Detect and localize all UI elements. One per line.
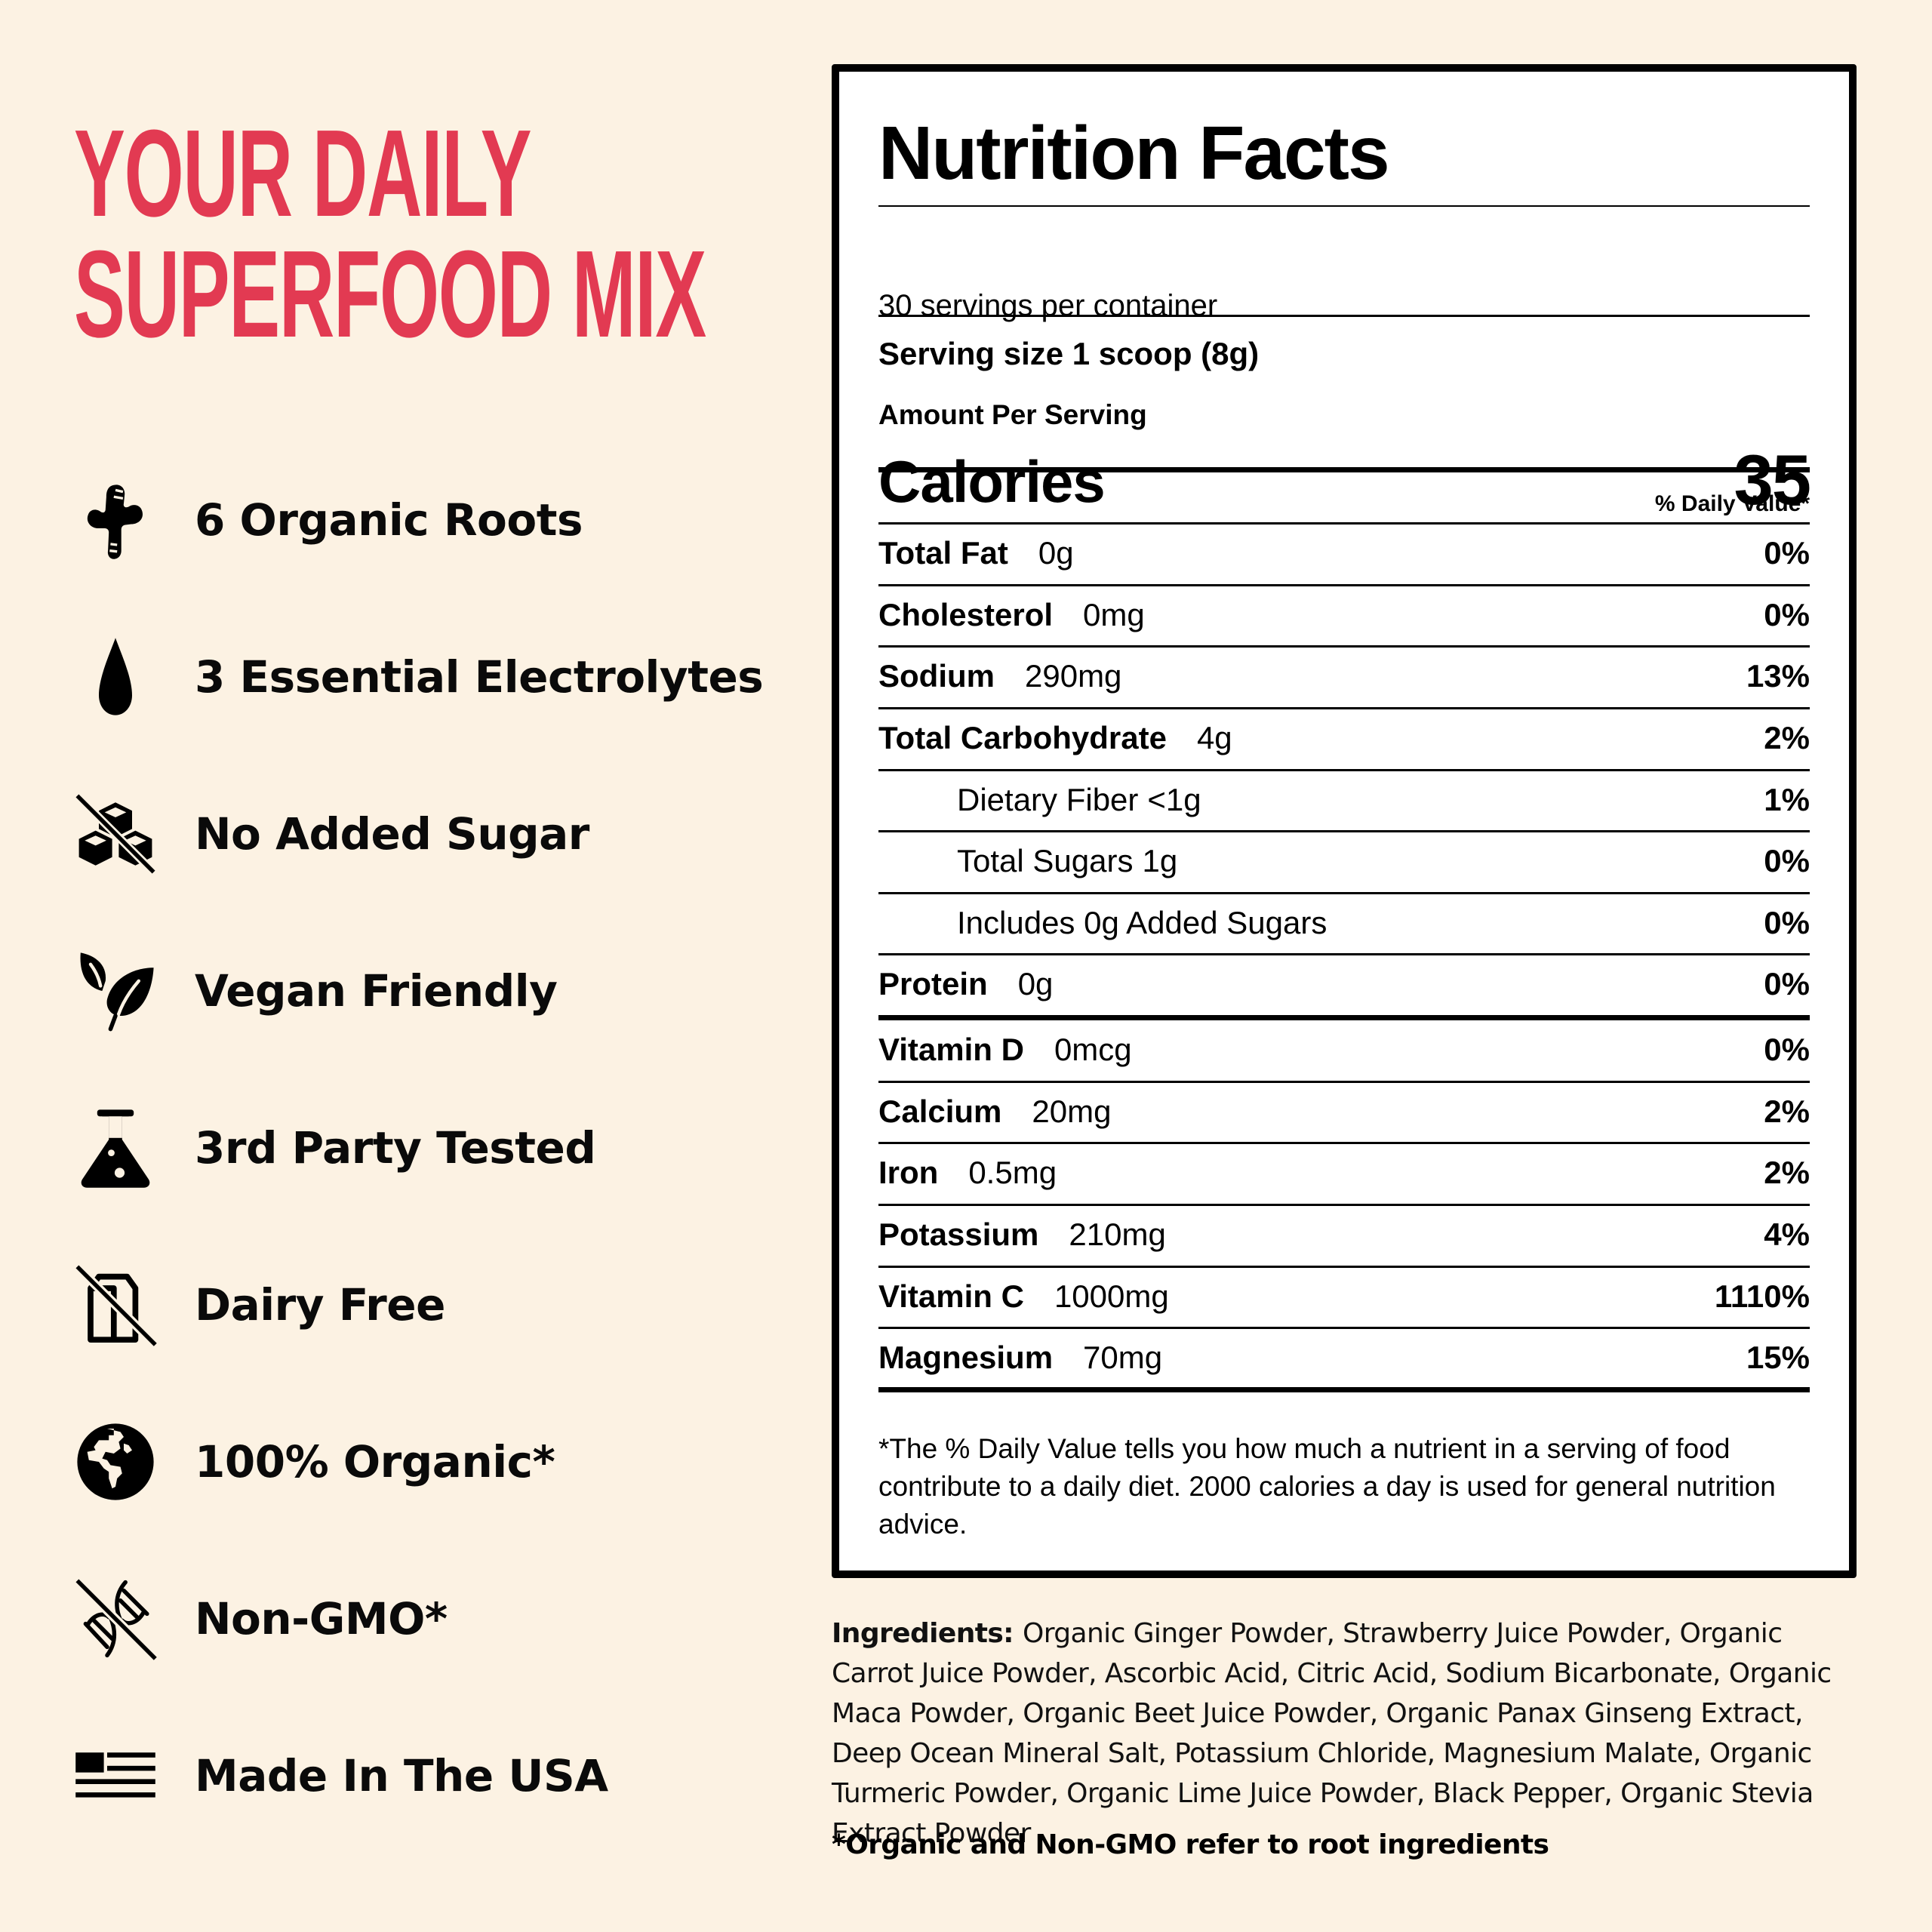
nutrient-row-total-fat: Total Fat 0g 0% bbox=[878, 535, 1810, 571]
nutrient-row-total-carbohydrate: Total Carbohydrate 4g 2% bbox=[878, 720, 1810, 755]
serving-size: Serving size 1 scoop (8g) bbox=[878, 336, 1260, 371]
feature-label: 6 Organic Roots bbox=[195, 494, 583, 546]
headline: YOUR DAILY SUPERFOOD MIX bbox=[74, 104, 706, 363]
nutrient-row-added-sugars: Includes 0g Added Sugars 0% bbox=[957, 905, 1810, 940]
ginger-root-icon bbox=[74, 478, 157, 561]
feature-label: Made In The USA bbox=[195, 1750, 608, 1801]
divider bbox=[878, 953, 1810, 955]
divider bbox=[878, 892, 1810, 894]
leaves-icon bbox=[74, 949, 157, 1032]
nutrient-row-sodium: Sodium 290mg 13% bbox=[878, 658, 1810, 694]
headline-line-2: SUPERFOOD MIX bbox=[74, 225, 706, 363]
no-sugar-cubes-icon bbox=[74, 792, 157, 875]
feature-label: Non-GMO* bbox=[195, 1593, 448, 1644]
usa-flag-icon bbox=[74, 1734, 157, 1817]
nutrient-row-magnesium: Magnesium 70mg 15% bbox=[878, 1340, 1810, 1375]
feature-organic-roots: 6 Organic Roots bbox=[74, 441, 753, 598]
daily-value-footnote: *The % Daily Value tells you how much a … bbox=[878, 1433, 1776, 1540]
feature-label: 100% Organic* bbox=[195, 1436, 555, 1487]
headline-line-1: YOUR DAILY bbox=[74, 104, 532, 242]
divider bbox=[878, 584, 1810, 586]
feature-made-in-usa: Made In The USA bbox=[74, 1697, 753, 1854]
thick-divider bbox=[878, 1015, 1810, 1020]
globe-icon bbox=[74, 1420, 157, 1503]
divider bbox=[878, 522, 1810, 525]
nutrient-row-vitamin-c: Vitamin C 1000mg 1110% bbox=[878, 1278, 1810, 1314]
nutrient-row-cholesterol: Cholesterol 0mg 0% bbox=[878, 597, 1810, 632]
no-dna-icon bbox=[74, 1577, 157, 1660]
nutrient-row-total-sugars: Total Sugars 1g 0% bbox=[957, 843, 1810, 878]
ingredients-text: Organic Ginger Powder, Strawberry Juice … bbox=[832, 1618, 1832, 1849]
divider bbox=[878, 1081, 1810, 1083]
nutrition-facts-panel: Nutrition Facts 30 servings per containe… bbox=[832, 64, 1857, 1578]
divider bbox=[878, 769, 1810, 771]
nutrient-row-iron: Iron 0.5mg 2% bbox=[878, 1155, 1810, 1190]
thick-divider bbox=[878, 467, 1810, 472]
divider bbox=[878, 707, 1810, 709]
feature-list: 6 Organic Roots 3 Essential Electrolytes… bbox=[74, 441, 764, 1854]
calories-label: Calories bbox=[878, 448, 1106, 515]
calories-value: 35 bbox=[1734, 440, 1811, 519]
divider bbox=[878, 1204, 1810, 1206]
no-milk-carton-icon bbox=[74, 1263, 157, 1346]
nutrient-row-calcium: Calcium 20mg 2% bbox=[878, 1094, 1810, 1129]
divider bbox=[878, 830, 1810, 832]
organic-note: *Organic and Non-GMO refer to root ingre… bbox=[832, 1829, 1549, 1860]
feature-vegan: Vegan Friendly bbox=[74, 912, 753, 1069]
feature-dairy-free: Dairy Free bbox=[74, 1226, 753, 1383]
nutrition-facts-title: Nutrition Facts bbox=[878, 111, 1390, 195]
divider bbox=[878, 1266, 1810, 1268]
feature-organic: 100% Organic* bbox=[74, 1383, 753, 1540]
feature-label: 3 Essential Electrolytes bbox=[195, 651, 764, 703]
divider bbox=[878, 1327, 1810, 1329]
feature-no-added-sugar: No Added Sugar bbox=[74, 755, 753, 912]
nutrient-row-protein: Protein 0g 0% bbox=[878, 966, 1810, 1001]
divider bbox=[878, 645, 1810, 648]
feature-label: No Added Sugar bbox=[195, 808, 589, 860]
nutrient-row-vitamin-d: Vitamin D 0mcg 0% bbox=[878, 1032, 1810, 1067]
nutrient-row-potassium: Potassium 210mg 4% bbox=[878, 1217, 1810, 1252]
water-drop-icon bbox=[74, 635, 157, 718]
divider bbox=[878, 1142, 1810, 1144]
amount-per-serving: Amount Per Serving bbox=[878, 399, 1147, 430]
divider bbox=[878, 205, 1810, 207]
nutrient-row-dietary-fiber: Dietary Fiber <1g 1% bbox=[957, 782, 1810, 817]
feature-label: 3rd Party Tested bbox=[195, 1122, 596, 1174]
thick-divider bbox=[878, 1387, 1810, 1392]
ingredients-label: Ingredients: bbox=[832, 1618, 1014, 1649]
daily-value-header: % Daily Value* bbox=[1654, 491, 1810, 516]
feature-label: Vegan Friendly bbox=[195, 965, 558, 1017]
ingredients: Ingredients: Organic Ginger Powder, Straw… bbox=[832, 1614, 1843, 1854]
feature-third-party-tested: 3rd Party Tested bbox=[74, 1069, 753, 1226]
feature-label: Dairy Free bbox=[195, 1279, 445, 1331]
divider bbox=[878, 315, 1810, 317]
feature-electrolytes: 3 Essential Electrolytes bbox=[74, 598, 764, 755]
feature-non-gmo: Non-GMO* bbox=[74, 1540, 753, 1697]
lab-flask-icon bbox=[74, 1106, 157, 1189]
